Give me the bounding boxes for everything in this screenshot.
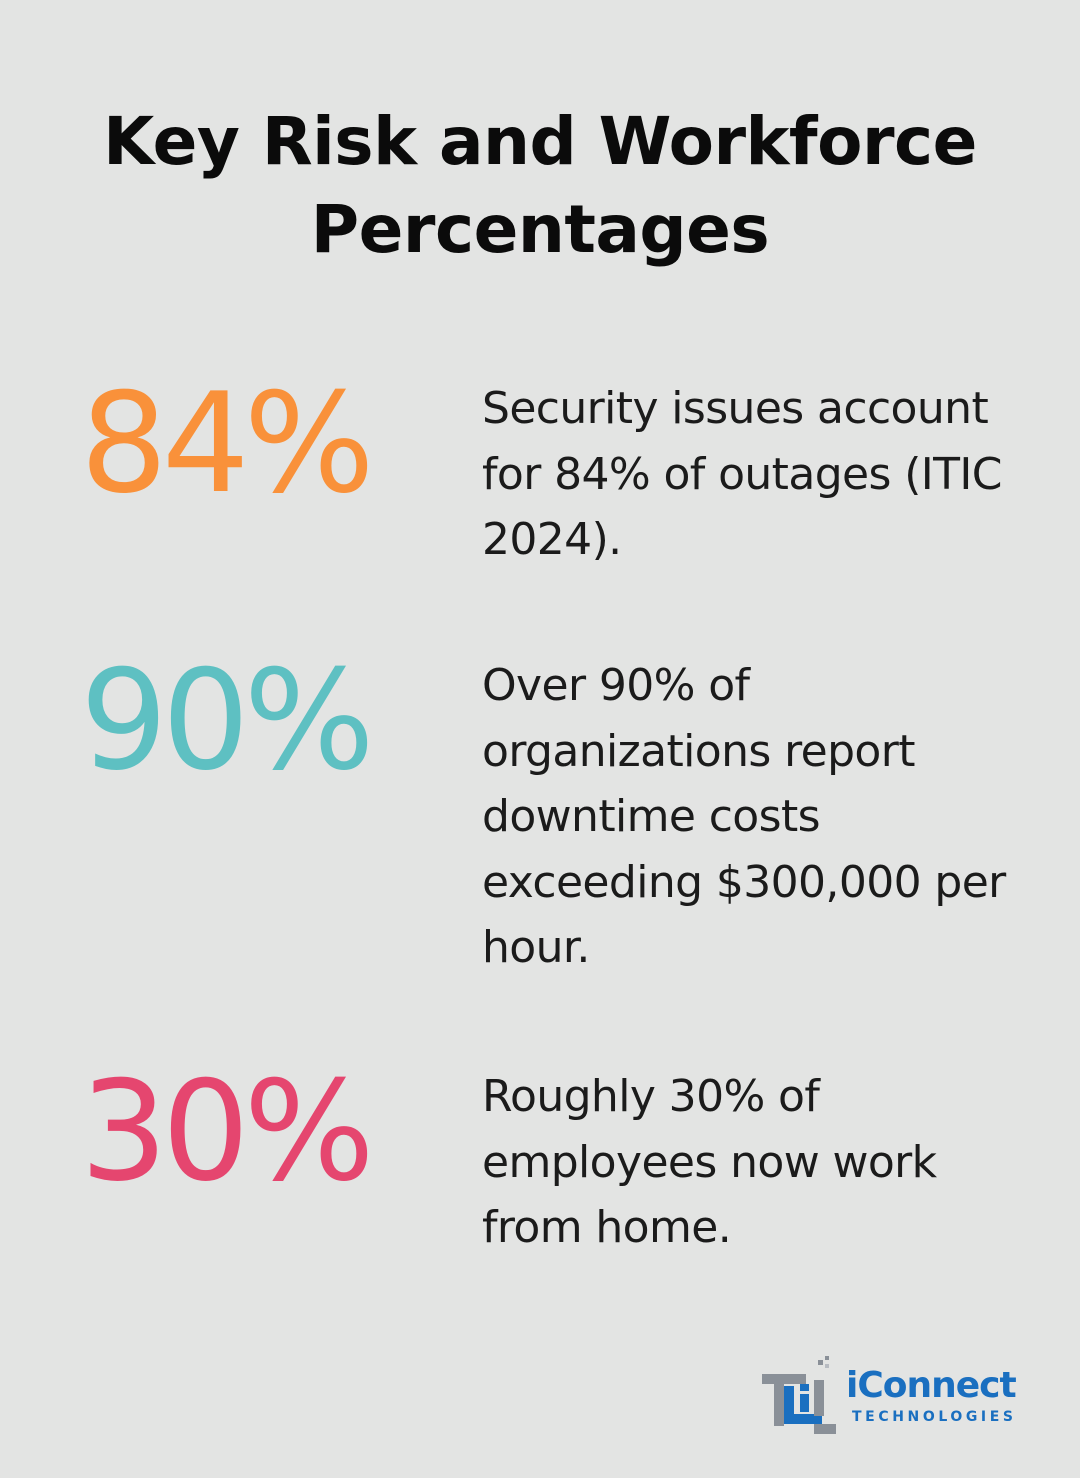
company-logo: iConnect TECHNOLOGIES (762, 1356, 1042, 1440)
stat-value: 30% (80, 1051, 375, 1212)
logo-brand-text: iConnect (846, 1365, 1017, 1406)
stat-value: 90% (80, 640, 375, 801)
stat-description: Security issues account for 84% of outag… (482, 383, 1003, 565)
stat-value: 84% (80, 363, 375, 524)
stat-description: Over 90% of organizations report downtim… (482, 660, 1006, 973)
logo-tagline-text: TECHNOLOGIES (852, 1409, 1017, 1425)
stat-description: Roughly 30% of employees now work from h… (482, 1071, 937, 1253)
page-title: Key Risk and Workforce Percentages (103, 103, 977, 268)
logo-mark-icon (762, 1356, 836, 1434)
